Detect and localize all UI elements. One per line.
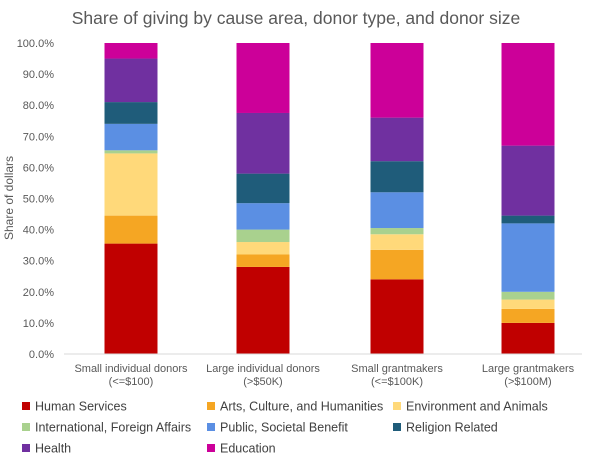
legend: Human Services Arts, Culture, and Humanit… [22, 400, 548, 456]
legend-item: Religion Related [393, 421, 498, 435]
bar-segment [501, 145, 555, 216]
bar-segment [236, 112, 290, 174]
bar-segment [370, 279, 424, 354]
bar-segment [501, 223, 555, 292]
legend-label: International, Foreign Affairs [35, 421, 191, 435]
y-tick-label: 20.0% [23, 287, 54, 299]
legend-item: Human Services [22, 400, 127, 414]
legend-swatch [207, 444, 215, 452]
bar-segment [236, 266, 290, 354]
legend-label: Religion Related [406, 421, 498, 435]
bar-segment [370, 161, 424, 193]
y-tick-label: 30.0% [23, 256, 54, 268]
x-category-label: Large grantmakers (>$100M) [482, 363, 575, 388]
y-axis-label: Share of dollars [2, 156, 16, 240]
bar-segment [104, 153, 158, 216]
legend-label: Health [35, 442, 71, 456]
legend-swatch [207, 402, 215, 410]
bar-segment [501, 308, 555, 323]
bar-segment [104, 243, 158, 354]
chart-title: Share of giving by cause area, donor typ… [72, 8, 520, 28]
bar-segment [104, 43, 158, 59]
legend-swatch [393, 402, 401, 410]
x-category-label: Large individual donors (>$50K) [206, 363, 320, 388]
bar-segment [236, 203, 290, 230]
y-tick-label: 80.0% [23, 100, 54, 112]
legend-swatch [22, 402, 30, 410]
bar-segment [236, 229, 290, 243]
bar-segment [236, 242, 290, 255]
y-tick-label: 10.0% [23, 318, 54, 330]
legend-item: Arts, Culture, and Humanities [207, 400, 383, 414]
legend-label: Human Services [35, 400, 127, 414]
bar-segment [501, 215, 555, 224]
bars [104, 43, 555, 354]
legend-swatch [22, 444, 30, 452]
y-tick-label: 40.0% [23, 225, 54, 237]
legend-label: Environment and Animals [406, 400, 548, 414]
y-tick-label: 0.0% [29, 349, 54, 361]
bar-segment [104, 58, 158, 103]
y-tick-label: 90.0% [23, 69, 54, 81]
bar-segment [104, 123, 158, 151]
bar-segment [501, 291, 555, 300]
bar-segment [370, 43, 424, 118]
bar-segment [104, 150, 158, 154]
y-tick-label: 70.0% [23, 131, 54, 143]
legend-label: Arts, Culture, and Humanities [220, 400, 383, 414]
legend-label: Education [220, 442, 276, 456]
bar-segment [370, 192, 424, 229]
y-tick-label: 60.0% [23, 162, 54, 174]
y-tick-label: 100.0% [17, 38, 55, 50]
bar-segment [104, 215, 158, 244]
bar-segment [501, 322, 555, 354]
bar-segment [501, 43, 555, 146]
x-category-label: Small individual donors (<=$100) [74, 363, 188, 388]
legend-item: Environment and Animals [393, 400, 548, 414]
bar-segment [236, 173, 290, 204]
bar-segment [370, 117, 424, 162]
bar-segment [501, 299, 555, 309]
x-category-label: Small grantmakers (<=$100K) [351, 363, 443, 388]
y-tick-label: 50.0% [23, 194, 54, 206]
bar-segment [370, 228, 424, 235]
legend-swatch [393, 423, 401, 431]
legend-label: Public, Societal Benefit [220, 421, 348, 435]
x-axis-categories: Small individual donors (<=$100) Large ind… [74, 363, 574, 388]
legend-item: Health [22, 442, 71, 456]
bar-segment [104, 102, 158, 124]
legend-item: Education [207, 442, 276, 456]
legend-swatch [207, 423, 215, 431]
bar-segment [370, 234, 424, 250]
y-axis-ticks: 0.0% 10.0% 20.0% 30.0% 40.0% 50.0% 60.0% 70.0% 8… [17, 38, 55, 361]
legend-swatch [22, 423, 30, 431]
bar-segment [236, 43, 290, 113]
bar-segment [236, 254, 290, 267]
legend-item: Public, Societal Benefit [207, 421, 348, 435]
bar-segment [370, 249, 424, 280]
legend-item: International, Foreign Affairs [22, 421, 191, 435]
